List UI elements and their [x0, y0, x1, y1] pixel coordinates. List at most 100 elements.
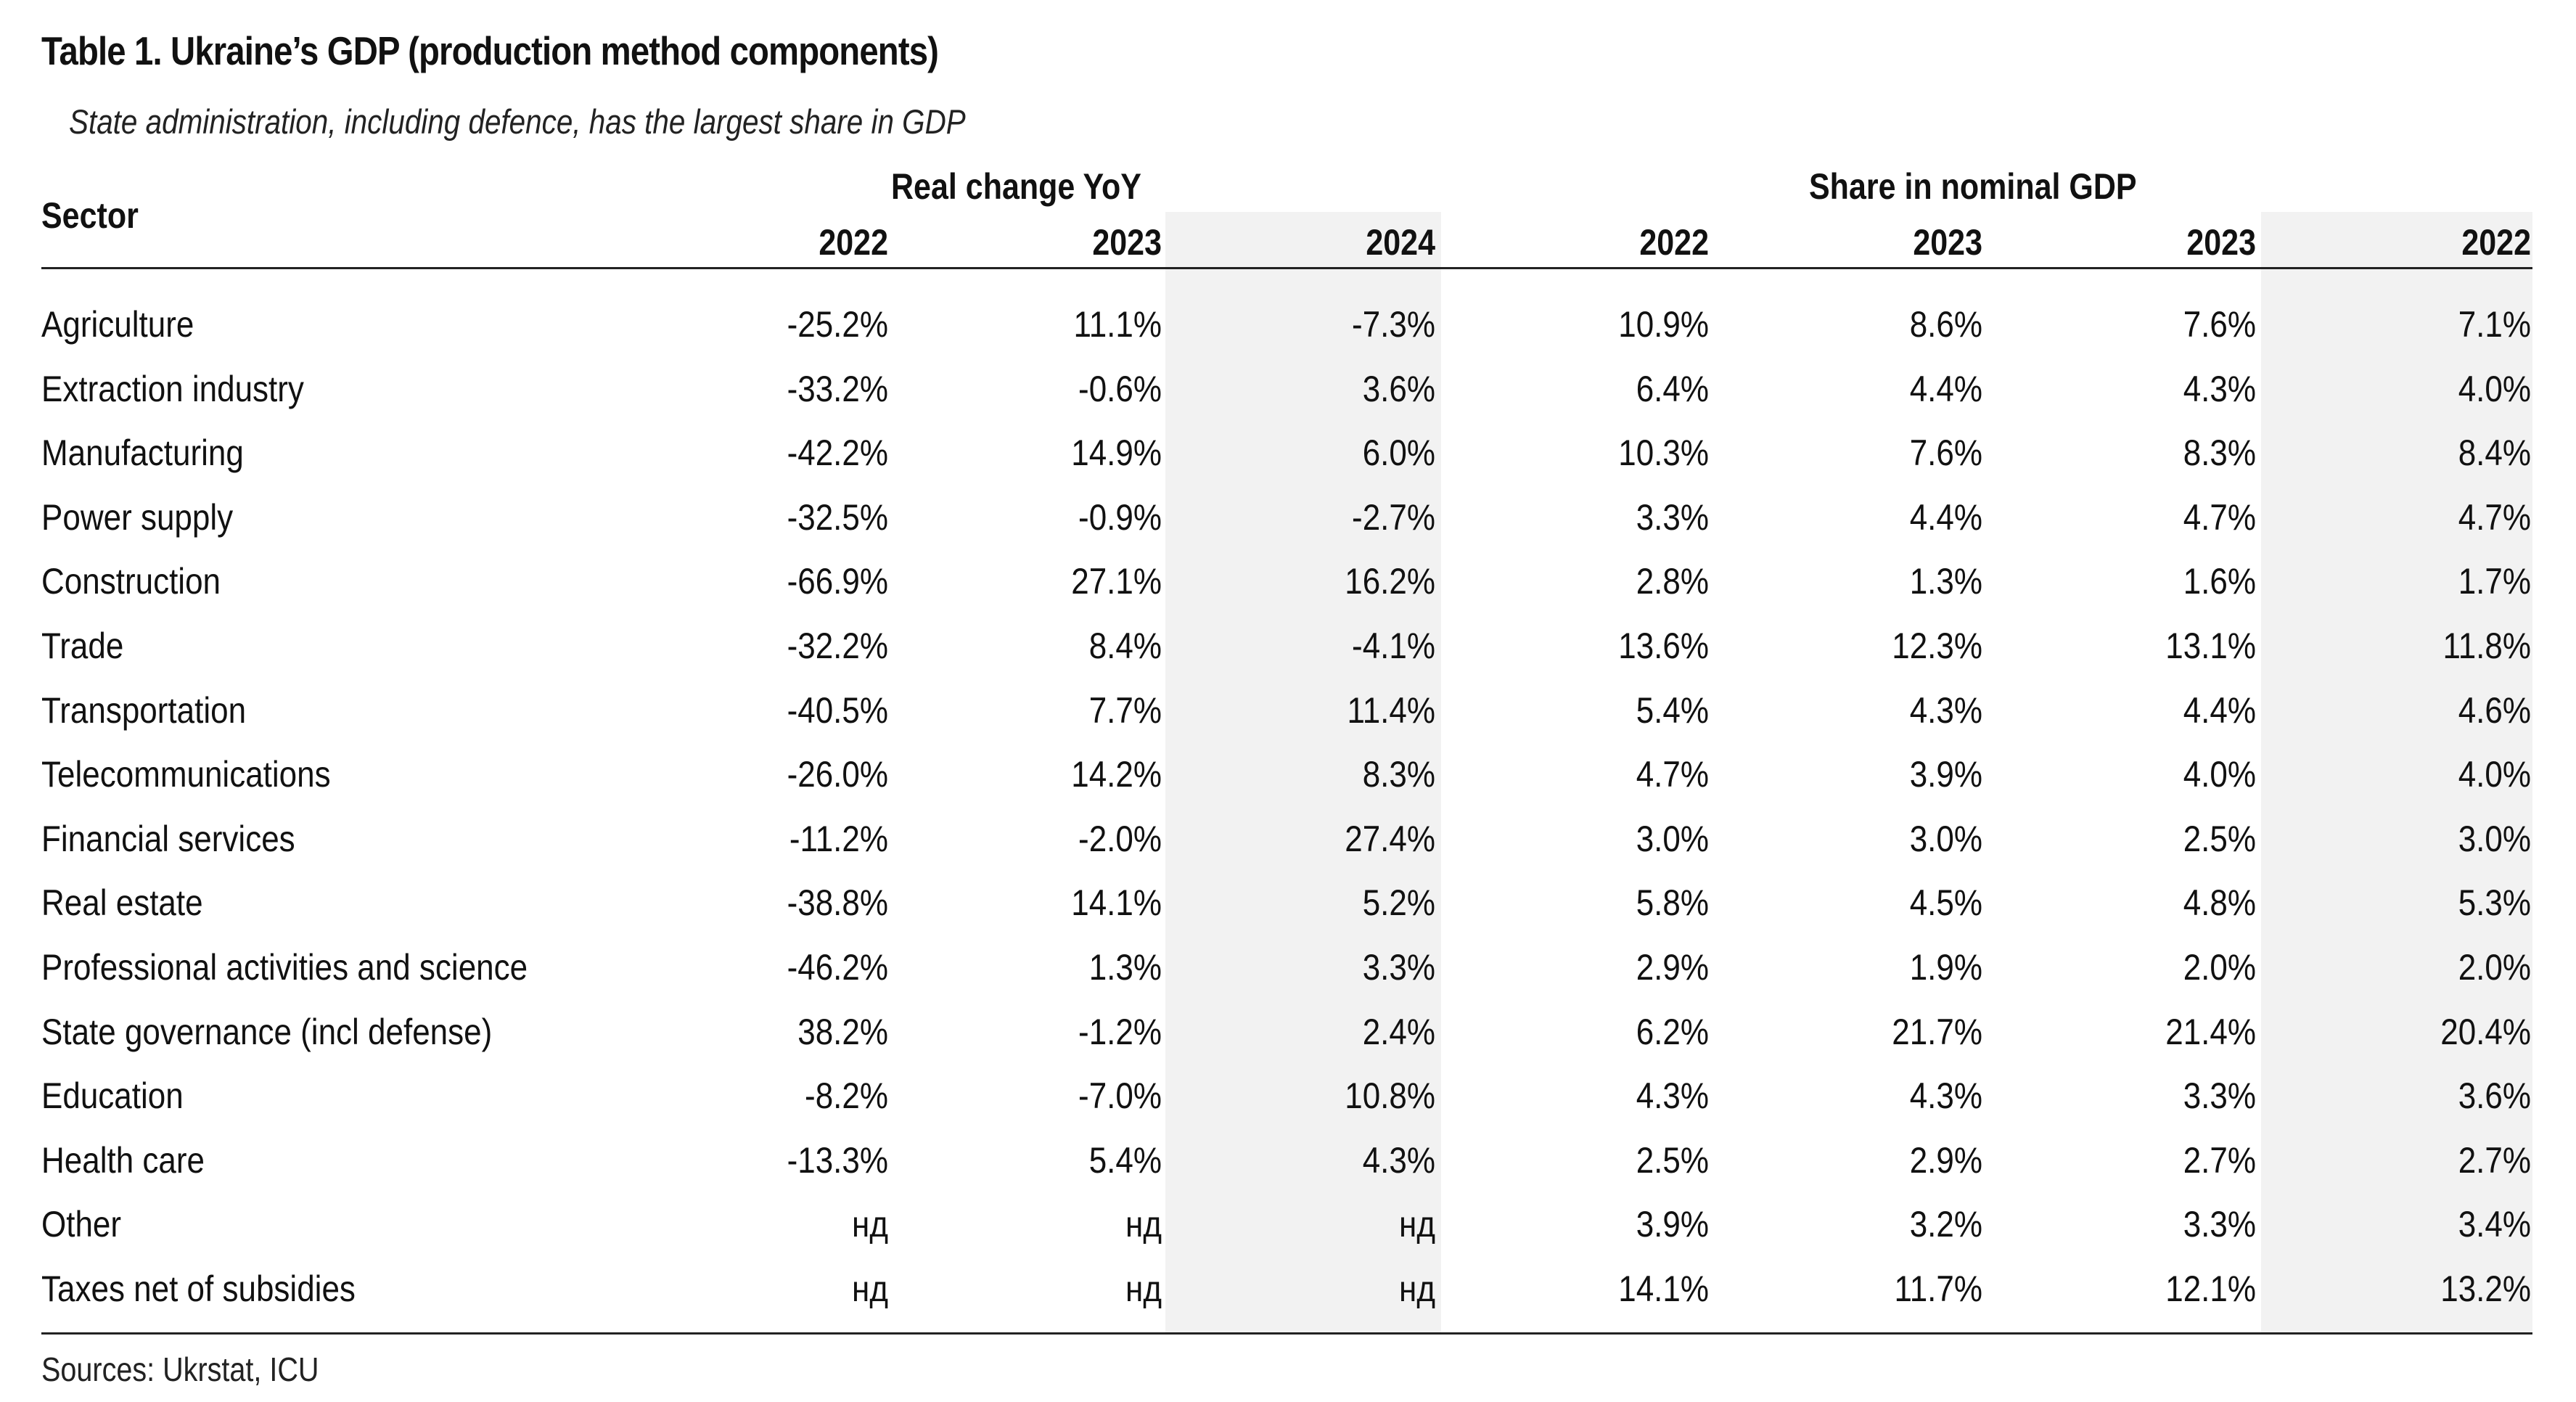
value-cell: 13.6% — [1618, 626, 1709, 666]
sector-label: Extraction industry — [41, 368, 304, 409]
sector-label: Real estate — [41, 882, 203, 924]
value-cell: 3.9% — [1636, 1204, 1709, 1245]
value-cell: 4.3% — [1362, 1139, 1435, 1181]
value-cell: 7.7% — [1088, 689, 1162, 731]
sector-label: Professional activities and science — [41, 947, 528, 988]
value-cell: 2.4% — [1362, 1011, 1435, 1052]
table-row: Health care -13.3% 5.4% 4.3% 2.5% 2.9% 2.7% 2.7… — [0, 1128, 2576, 1193]
value-cell: 8.3% — [1362, 754, 1435, 795]
value-cell: нд — [1125, 1204, 1162, 1245]
value-cell: 3.3% — [1636, 496, 1709, 538]
value-cell: 7.6% — [1909, 433, 1982, 474]
value-cell: 13.1% — [2165, 626, 2256, 666]
value-cell: -25.2% — [787, 304, 888, 345]
value-cell: 12.1% — [2165, 1268, 2256, 1309]
table-row: Real estate -38.8% 14.1% 5.2% 5.8% 4.5% 4.8% 5.… — [0, 871, 2576, 935]
sector-label: Transportation — [41, 689, 247, 731]
value-cell: 3.3% — [1362, 947, 1435, 988]
column-header-year: 2023 — [1913, 222, 1982, 263]
value-cell: -26.0% — [787, 754, 888, 795]
value-cell: -40.5% — [787, 689, 888, 731]
value-cell: 3.3% — [2183, 1204, 2256, 1245]
value-cell: 10.8% — [1345, 1075, 1435, 1117]
value-cell: 4.5% — [1909, 882, 1982, 924]
value-cell: 2.9% — [1636, 947, 1709, 988]
value-cell: 12.3% — [1892, 626, 1982, 666]
table-row: Transportation -40.5% 7.7% 11.4% 5.4% 4.3% 4.4… — [0, 679, 2576, 743]
value-cell: нд — [1399, 1268, 1435, 1309]
value-cell: 7.6% — [2183, 304, 2256, 345]
header-rule — [41, 267, 2532, 269]
value-cell: 4.7% — [1636, 754, 1709, 795]
group-header-share-nominal-gdp: Share in nominal GDP — [1809, 166, 2137, 207]
sector-label: Trade — [41, 626, 124, 666]
value-cell: 5.4% — [1636, 689, 1709, 731]
value-cell: нд — [1125, 1268, 1162, 1309]
value-cell: 2.0% — [2183, 947, 2256, 988]
column-header-year: 2023 — [1092, 222, 1162, 263]
value-cell: 14.1% — [1618, 1268, 1709, 1309]
value-cell: 11.4% — [1347, 689, 1435, 731]
table-row: Agriculture -25.2% 11.1% -7.3% 10.9% 8.6% 7.6%… — [0, 292, 2576, 357]
sector-label: Taxes net of subsidies — [41, 1268, 356, 1309]
value-cell: -32.2% — [787, 626, 888, 666]
sector-label: Construction — [41, 561, 221, 602]
value-cell: -2.0% — [1078, 818, 1162, 859]
value-cell: -7.0% — [1078, 1075, 1162, 1117]
value-cell: 5.4% — [1088, 1139, 1162, 1181]
value-cell: -4.1% — [1352, 626, 1435, 666]
value-cell: 6.0% — [1362, 433, 1435, 474]
value-cell: 4.3% — [1909, 689, 1982, 731]
table-row: Power supply -32.5% -0.9% -2.7% 3.3% 4.4% 4.7%… — [0, 485, 2576, 550]
value-cell: 21.7% — [1892, 1011, 1982, 1052]
value-cell: -1.2% — [1078, 1011, 1162, 1052]
value-cell: 4.4% — [1909, 368, 1982, 409]
value-cell: 3.0% — [2458, 818, 2531, 859]
value-cell: 1.7% — [2458, 561, 2531, 602]
value-cell: 27.1% — [1071, 561, 1162, 602]
value-cell: -42.2% — [787, 433, 888, 474]
value-cell: 11.7% — [1894, 1268, 1982, 1309]
table-row: Financial services -11.2% -2.0% 27.4% 3.0% 3.… — [0, 807, 2576, 872]
value-cell: 10.3% — [1618, 433, 1709, 474]
table-title: Table 1. Ukraine’s GDP (production metho… — [41, 28, 939, 73]
value-cell: 1.9% — [1909, 947, 1982, 988]
table-row: Taxes net of subsidies нд нд нд 14.1% 11.7% 12… — [0, 1257, 2576, 1321]
value-cell: 2.9% — [1909, 1139, 1982, 1181]
value-cell: 16.2% — [1345, 561, 1435, 602]
value-cell: -46.2% — [787, 947, 888, 988]
bottom-rule — [41, 1332, 2532, 1335]
value-cell: 4.4% — [1909, 496, 1982, 538]
shaded-column-last — [2261, 212, 2532, 1333]
value-cell: -66.9% — [787, 561, 888, 602]
value-cell: 3.3% — [2183, 1075, 2256, 1117]
value-cell: 5.2% — [1362, 882, 1435, 924]
value-cell: 20.4% — [2440, 1011, 2531, 1052]
value-cell: 3.2% — [1909, 1204, 1982, 1245]
value-cell: 1.3% — [1088, 947, 1162, 988]
value-cell: 8.3% — [2183, 433, 2256, 474]
value-cell: 14.9% — [1071, 433, 1162, 474]
value-cell: 3.6% — [1362, 368, 1435, 409]
value-cell: 4.3% — [1636, 1075, 1709, 1117]
value-cell: 3.9% — [1909, 754, 1982, 795]
value-cell: 38.2% — [797, 1011, 888, 1052]
value-cell: 4.7% — [2183, 496, 2256, 538]
value-cell: 1.6% — [2183, 561, 2256, 602]
value-cell: 3.6% — [2458, 1075, 2531, 1117]
value-cell: 4.8% — [2183, 882, 2256, 924]
value-cell: 4.0% — [2458, 368, 2531, 409]
value-cell: нд — [1399, 1204, 1435, 1245]
value-cell: 4.7% — [2458, 496, 2531, 538]
value-cell: 4.0% — [2183, 754, 2256, 795]
value-cell: 3.0% — [1636, 818, 1709, 859]
table-row: Extraction industry -33.2% -0.6% 3.6% 6.4% 4.… — [0, 357, 2576, 422]
value-cell: 2.7% — [2458, 1139, 2531, 1181]
table-row: Construction -66.9% 27.1% 16.2% 2.8% 1.3% 1.6%… — [0, 549, 2576, 614]
value-cell: 8.4% — [2458, 433, 2531, 474]
value-cell: 3.4% — [2458, 1204, 2531, 1245]
value-cell: 5.8% — [1636, 882, 1709, 924]
value-cell: 21.4% — [2165, 1011, 2256, 1052]
value-cell: 2.5% — [2183, 818, 2256, 859]
sector-label: Financial services — [41, 818, 295, 859]
